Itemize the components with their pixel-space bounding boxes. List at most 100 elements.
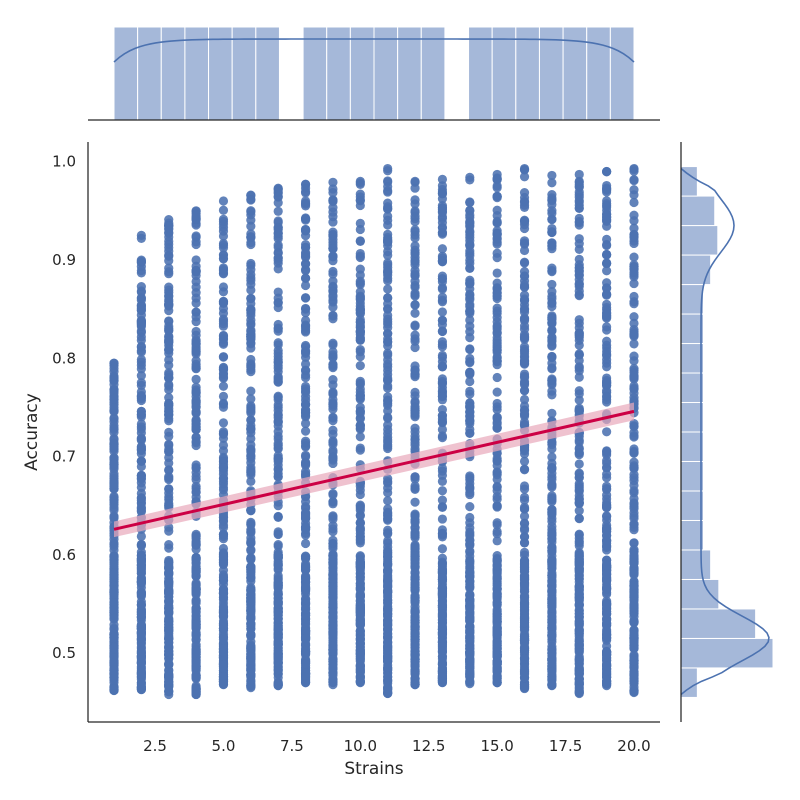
data-point (574, 577, 584, 587)
data-point (164, 616, 174, 626)
data-point (328, 439, 338, 449)
data-point (109, 658, 119, 668)
data-point (519, 394, 530, 405)
data-point (437, 417, 448, 428)
data-point (574, 389, 584, 399)
data-point (519, 333, 530, 343)
data-point (547, 452, 557, 462)
data-point (492, 248, 502, 258)
data-point (164, 332, 174, 342)
data-point (218, 369, 229, 379)
data-point (300, 450, 311, 460)
data-point (547, 622, 557, 632)
data-point (410, 183, 420, 193)
data-point (109, 684, 119, 694)
data-point (109, 394, 119, 404)
data-point (109, 443, 119, 453)
data-point (355, 314, 365, 325)
data-point (492, 629, 502, 639)
data-point (437, 574, 448, 584)
data-point (109, 632, 119, 642)
data-point (492, 502, 502, 512)
strain-column-16 (519, 163, 530, 694)
data-point (191, 298, 201, 308)
data-point (328, 490, 338, 500)
data-point (629, 448, 639, 458)
data-point (547, 474, 557, 485)
data-point (383, 413, 393, 423)
data-point (300, 373, 311, 383)
data-point (410, 615, 420, 625)
data-point (246, 334, 256, 344)
data-point (519, 464, 530, 474)
data-point (465, 344, 475, 354)
data-point (629, 550, 639, 560)
data-point (629, 312, 639, 322)
data-point (136, 550, 146, 561)
data-point (300, 552, 311, 562)
data-point (383, 476, 393, 487)
data-point (300, 426, 311, 436)
data-point (383, 435, 393, 445)
data-point (300, 604, 311, 614)
data-point (410, 642, 420, 652)
data-point (602, 258, 612, 268)
data-point (218, 303, 229, 314)
data-point (574, 355, 584, 366)
data-point (629, 421, 639, 431)
data-point (328, 497, 338, 507)
data-point (355, 511, 365, 521)
data-point (602, 349, 612, 359)
data-point (410, 257, 420, 267)
data-point (355, 406, 365, 416)
data-point (629, 522, 639, 532)
data-point (300, 259, 311, 269)
data-point (519, 666, 530, 676)
data-point (410, 562, 420, 572)
data-point (109, 643, 119, 653)
y-axis-label: Accuracy (22, 393, 42, 471)
data-point (164, 246, 174, 256)
data-point (273, 464, 283, 475)
data-point (164, 633, 174, 644)
data-point (273, 410, 283, 421)
data-point (629, 356, 639, 366)
data-point (246, 415, 256, 425)
data-point (218, 529, 229, 540)
data-point (437, 424, 448, 435)
data-point (355, 218, 365, 228)
data-point (218, 418, 229, 428)
data-point (410, 607, 420, 618)
data-point (273, 527, 283, 537)
data-point (602, 608, 612, 619)
data-point (136, 488, 146, 498)
data-point (355, 264, 365, 274)
data-point (465, 482, 475, 492)
data-point (383, 317, 393, 327)
data-point (300, 265, 311, 276)
data-point (136, 341, 146, 352)
data-point (355, 178, 365, 188)
x-tick-label: 2.5 (143, 737, 167, 755)
data-point (437, 622, 448, 633)
data-point (519, 572, 530, 582)
data-point (328, 230, 338, 240)
data-point (410, 321, 420, 331)
data-point (246, 195, 256, 205)
data-point (246, 207, 256, 217)
data-point (629, 331, 639, 341)
data-point (410, 474, 420, 484)
data-point (383, 373, 393, 383)
data-point (629, 538, 639, 548)
data-point (629, 569, 639, 579)
data-point (109, 673, 119, 683)
data-point (437, 544, 448, 554)
data-point (602, 249, 612, 260)
data-point (246, 525, 256, 535)
data-point (246, 640, 256, 650)
data-point (629, 318, 639, 328)
data-point (602, 649, 612, 659)
data-point (355, 620, 365, 630)
y-marginal-bar (680, 284, 704, 315)
data-point (273, 287, 283, 297)
